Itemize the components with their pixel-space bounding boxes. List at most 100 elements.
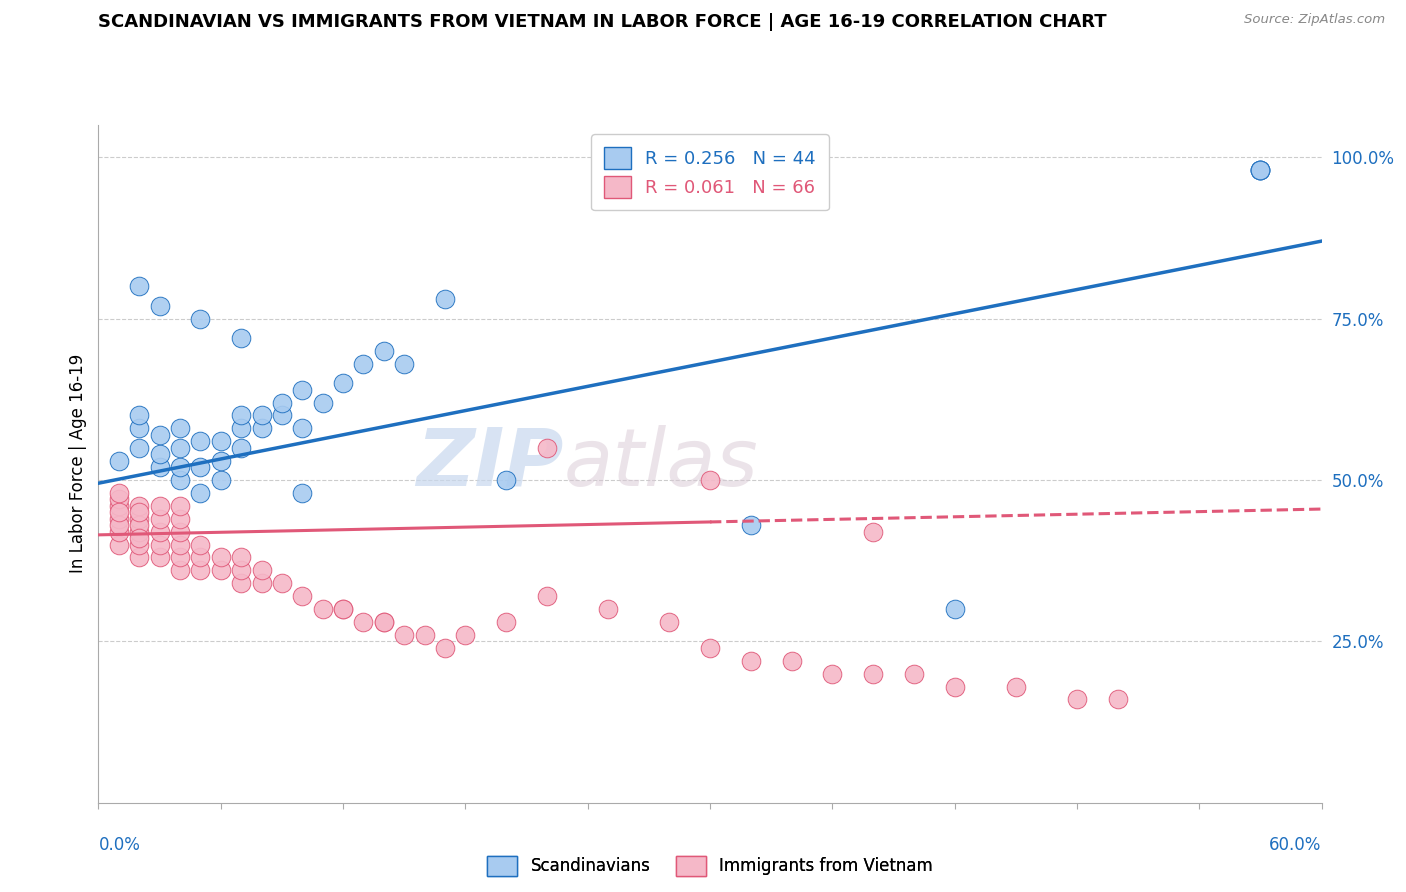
Point [1004, 680, 1026, 694]
Point [128, 537, 150, 551]
Point [1066, 692, 1088, 706]
Point [169, 421, 191, 435]
Point [536, 589, 558, 603]
Point [1249, 163, 1271, 178]
Point [231, 331, 253, 345]
Point [188, 434, 212, 449]
Point [149, 537, 172, 551]
Point [231, 421, 253, 435]
Point [332, 376, 354, 391]
Point [169, 473, 191, 487]
Point [250, 421, 273, 435]
Point [188, 550, 212, 565]
Point [128, 550, 150, 565]
Point [495, 473, 517, 487]
Point [943, 602, 966, 616]
Point [699, 640, 721, 655]
Point [250, 409, 273, 423]
Text: atlas: atlas [564, 425, 758, 503]
Point [392, 628, 416, 642]
Point [699, 473, 721, 487]
Point [169, 441, 191, 455]
Point [352, 615, 374, 629]
Point [108, 505, 131, 519]
Point [434, 640, 457, 655]
Y-axis label: In Labor Force | Age 16-19: In Labor Force | Age 16-19 [69, 354, 87, 574]
Point [495, 615, 517, 629]
Point [862, 666, 884, 681]
Point [169, 563, 191, 577]
Point [392, 357, 416, 371]
Point [250, 563, 273, 577]
Point [250, 576, 273, 591]
Point [332, 602, 354, 616]
Point [188, 563, 212, 577]
Point [312, 602, 335, 616]
Point [209, 453, 232, 467]
Point [231, 441, 253, 455]
Point [169, 537, 191, 551]
Point [658, 615, 681, 629]
Point [943, 680, 966, 694]
Point [291, 383, 314, 397]
Point [291, 589, 314, 603]
Text: 0.0%: 0.0% [98, 837, 141, 855]
Point [413, 628, 436, 642]
Point [598, 602, 620, 616]
Point [291, 421, 314, 435]
Point [149, 447, 172, 461]
Text: Source: ZipAtlas.com: Source: ZipAtlas.com [1244, 13, 1385, 27]
Point [270, 576, 294, 591]
Point [188, 460, 212, 475]
Point [1249, 163, 1271, 178]
Point [231, 563, 253, 577]
Point [270, 409, 294, 423]
Point [862, 524, 884, 539]
Point [149, 512, 172, 526]
Point [1107, 692, 1129, 706]
Point [149, 499, 172, 513]
Point [373, 615, 395, 629]
Text: 60.0%: 60.0% [1270, 837, 1322, 855]
Point [108, 486, 131, 500]
Text: SCANDINAVIAN VS IMMIGRANTS FROM VIETNAM IN LABOR FORCE | AGE 16-19 CORRELATION C: SCANDINAVIAN VS IMMIGRANTS FROM VIETNAM … [98, 13, 1107, 31]
Point [454, 628, 477, 642]
Point [128, 421, 150, 435]
Point [169, 460, 191, 475]
Point [149, 299, 172, 313]
Point [149, 460, 172, 475]
Point [149, 427, 172, 442]
Point [169, 499, 191, 513]
Point [128, 279, 150, 293]
Point [209, 473, 232, 487]
Point [108, 512, 131, 526]
Point [128, 518, 150, 533]
Point [209, 550, 232, 565]
Point [1249, 163, 1271, 178]
Point [740, 654, 762, 668]
Point [188, 486, 212, 500]
Point [108, 499, 131, 513]
Point [231, 409, 253, 423]
Point [149, 550, 172, 565]
Point [434, 292, 457, 306]
Text: ZIP: ZIP [416, 425, 564, 503]
Point [128, 505, 150, 519]
Point [373, 615, 395, 629]
Point [270, 395, 294, 409]
Point [169, 524, 191, 539]
Point [169, 512, 191, 526]
Point [740, 518, 762, 533]
Point [352, 357, 374, 371]
Point [169, 550, 191, 565]
Point [312, 395, 335, 409]
Point [332, 602, 354, 616]
Point [128, 531, 150, 545]
Point [128, 524, 150, 539]
Point [373, 343, 395, 358]
Point [291, 486, 314, 500]
Point [231, 576, 253, 591]
Point [209, 434, 232, 449]
Point [188, 311, 212, 326]
Point [128, 512, 150, 526]
